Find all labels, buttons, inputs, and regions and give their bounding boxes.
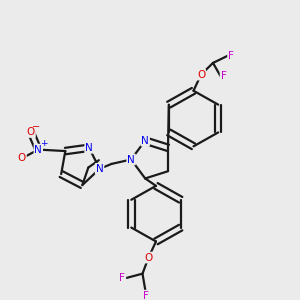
Text: F: F [220, 71, 226, 81]
Text: +: + [40, 139, 47, 148]
Text: F: F [142, 291, 148, 300]
Text: O: O [144, 253, 153, 262]
Text: N: N [34, 145, 42, 154]
Text: F: F [228, 51, 234, 61]
Text: O: O [197, 70, 205, 80]
Text: −: − [32, 122, 40, 132]
Text: N: N [127, 154, 135, 164]
Text: N: N [96, 164, 104, 174]
Text: N: N [141, 136, 149, 146]
Text: F: F [119, 273, 125, 283]
Text: O: O [27, 127, 35, 137]
Text: N: N [85, 143, 93, 153]
Text: O: O [18, 153, 26, 164]
